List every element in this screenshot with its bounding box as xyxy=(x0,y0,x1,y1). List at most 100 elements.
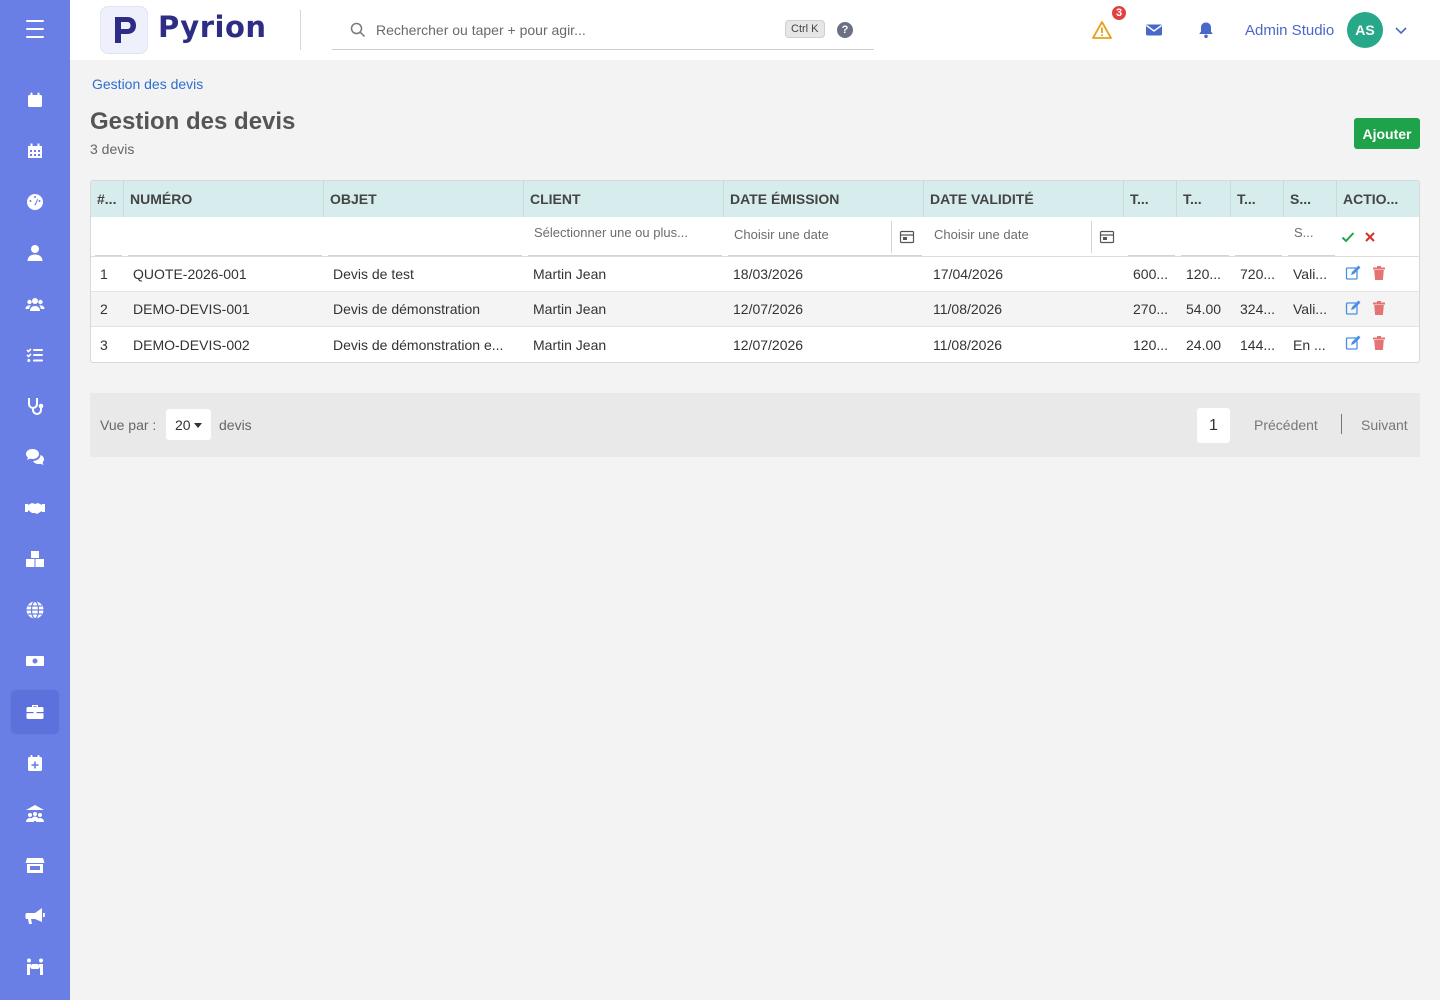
filter-date-emission[interactable] xyxy=(724,217,924,257)
chat-icon[interactable] xyxy=(10,434,60,480)
calendar-picker-icon[interactable] xyxy=(899,229,915,245)
filter-status[interactable] xyxy=(1284,217,1337,257)
next-page-button[interactable]: Suivant xyxy=(1361,417,1408,433)
table-row[interactable]: 3 DEMO-DEVIS-002 Devis de démonstration … xyxy=(91,327,1419,362)
cell-actions xyxy=(1337,335,1419,354)
clear-filter-x-icon[interactable] xyxy=(1364,231,1376,243)
delete-icon[interactable] xyxy=(1371,335,1387,351)
cell-total-ht: 270... xyxy=(1133,301,1169,317)
briefcase-icon[interactable] xyxy=(10,689,60,735)
team-building-icon[interactable] xyxy=(10,791,60,837)
column-header-date-emission[interactable]: DATE ÉMISSION xyxy=(724,181,924,217)
cell-numero: DEMO-DEVIS-001 xyxy=(133,301,250,317)
cell-index: 2 xyxy=(100,301,108,317)
store-icon[interactable] xyxy=(10,842,60,888)
users-icon[interactable] xyxy=(10,281,60,327)
status-filter-select[interactable] xyxy=(1294,225,1334,240)
column-header-index[interactable]: #... xyxy=(91,181,124,217)
dashboard-gauge-icon[interactable] xyxy=(10,179,60,225)
table-row[interactable]: 1 QUOTE-2026-001 Devis de test Martin Je… xyxy=(91,257,1419,292)
people-carry-icon[interactable] xyxy=(10,944,60,990)
cell-actions xyxy=(1337,265,1419,284)
cell-total-ttc: 144... xyxy=(1240,336,1276,353)
search-bar[interactable]: Ctrl K ? xyxy=(332,10,874,50)
edit-icon[interactable] xyxy=(1345,265,1361,281)
page-title: Gestion des devis xyxy=(90,108,296,135)
delete-icon[interactable] xyxy=(1371,300,1387,316)
column-header-total-ttc[interactable]: T... xyxy=(1231,181,1284,217)
avatar[interactable]: AS xyxy=(1347,12,1383,48)
page-size-unit: devis xyxy=(219,417,252,433)
chevron-down-icon[interactable] xyxy=(1393,22,1409,38)
table-header: #... NUMÉRO OBJET CLIENT DATE ÉMISSION D… xyxy=(91,181,1419,217)
divider xyxy=(1341,414,1342,434)
cell-date-validite: 17/04/2026 xyxy=(933,266,1004,282)
cell-status: Vali... xyxy=(1293,266,1327,282)
date-validite-input[interactable] xyxy=(934,227,1094,242)
calendar-icon[interactable] xyxy=(10,77,60,123)
stethoscope-icon[interactable] xyxy=(10,383,60,429)
page-size-value: 20 xyxy=(175,416,191,433)
table-row[interactable]: 2 DEMO-DEVIS-001 Devis de démonstration … xyxy=(91,292,1419,327)
cell-objet: Devis de démonstration xyxy=(333,301,481,317)
mail-icon[interactable] xyxy=(1144,20,1164,40)
cell-client: Martin Jean xyxy=(533,301,607,317)
filter-objet[interactable] xyxy=(324,217,524,257)
cell-date-emission: 18/03/2026 xyxy=(733,266,804,282)
previous-page-button[interactable]: Précédent xyxy=(1254,417,1318,433)
calendar-plus-icon[interactable] xyxy=(10,740,60,786)
filter-index xyxy=(91,217,124,257)
caret-down-icon xyxy=(193,423,202,428)
column-header-objet[interactable]: OBJET xyxy=(324,181,524,217)
cell-tva: 54.00 xyxy=(1186,301,1222,317)
column-header-numero[interactable]: NUMÉRO xyxy=(124,181,324,217)
bell-icon[interactable] xyxy=(1196,20,1216,40)
logo-mark-icon xyxy=(115,17,136,43)
column-header-tva[interactable]: T... xyxy=(1177,181,1231,217)
edit-icon[interactable] xyxy=(1345,300,1361,316)
filter-total-ttc[interactable] xyxy=(1231,217,1284,257)
apply-filter-check-icon[interactable] xyxy=(1341,230,1355,244)
calendar-picker-icon[interactable] xyxy=(1099,229,1115,245)
handshake-icon[interactable] xyxy=(10,485,60,531)
column-header-date-validite[interactable]: DATE VALIDITÉ xyxy=(924,181,1124,217)
pagination-bar: Vue par : 20 devis 1 Précédent Suivant xyxy=(90,393,1420,457)
calendar-grid-icon[interactable] xyxy=(10,128,60,174)
user-name[interactable]: Admin Studio xyxy=(1245,22,1335,39)
keyboard-shortcut-badge: Ctrl K xyxy=(785,20,825,38)
search-input[interactable] xyxy=(376,21,766,38)
warning-icon[interactable] xyxy=(1092,20,1112,40)
filter-date-validite[interactable] xyxy=(924,217,1124,257)
cell-client: Martin Jean xyxy=(533,336,607,353)
column-header-client[interactable]: CLIENT xyxy=(524,181,724,217)
client-filter-select[interactable] xyxy=(534,225,719,240)
filter-tva[interactable] xyxy=(1177,217,1231,257)
page-size-select[interactable]: 20 xyxy=(166,409,211,440)
user-icon[interactable] xyxy=(10,230,60,276)
current-page-button[interactable]: 1 xyxy=(1197,408,1230,443)
edit-icon[interactable] xyxy=(1345,335,1361,351)
cell-numero: QUOTE-2026-001 xyxy=(133,266,247,282)
menu-icon[interactable] xyxy=(10,6,60,52)
help-icon[interactable]: ? xyxy=(837,22,853,38)
cell-objet: Devis de test xyxy=(333,266,414,282)
cell-date-emission: 12/07/2026 xyxy=(733,336,804,353)
table-body: 1 QUOTE-2026-001 Devis de test Martin Je… xyxy=(91,257,1419,362)
column-header-status[interactable]: S... xyxy=(1284,181,1337,217)
money-icon[interactable] xyxy=(10,638,60,684)
filter-total-ht[interactable] xyxy=(1124,217,1177,257)
megaphone-icon[interactable] xyxy=(10,893,60,939)
cell-index: 1 xyxy=(100,266,108,282)
app-logo[interactable] xyxy=(100,6,148,54)
task-list-icon[interactable] xyxy=(10,332,60,378)
globe-icon[interactable] xyxy=(10,587,60,633)
boxes-icon[interactable] xyxy=(10,536,60,582)
cell-date-emission: 12/07/2026 xyxy=(733,301,804,317)
column-header-total-ht[interactable]: T... xyxy=(1124,181,1177,217)
filter-client[interactable] xyxy=(524,217,724,257)
breadcrumb[interactable]: Gestion des devis xyxy=(92,76,204,92)
delete-icon[interactable] xyxy=(1371,265,1387,281)
date-emission-input[interactable] xyxy=(734,227,894,242)
add-button[interactable]: Ajouter xyxy=(1354,118,1420,149)
filter-numero[interactable] xyxy=(124,217,324,257)
